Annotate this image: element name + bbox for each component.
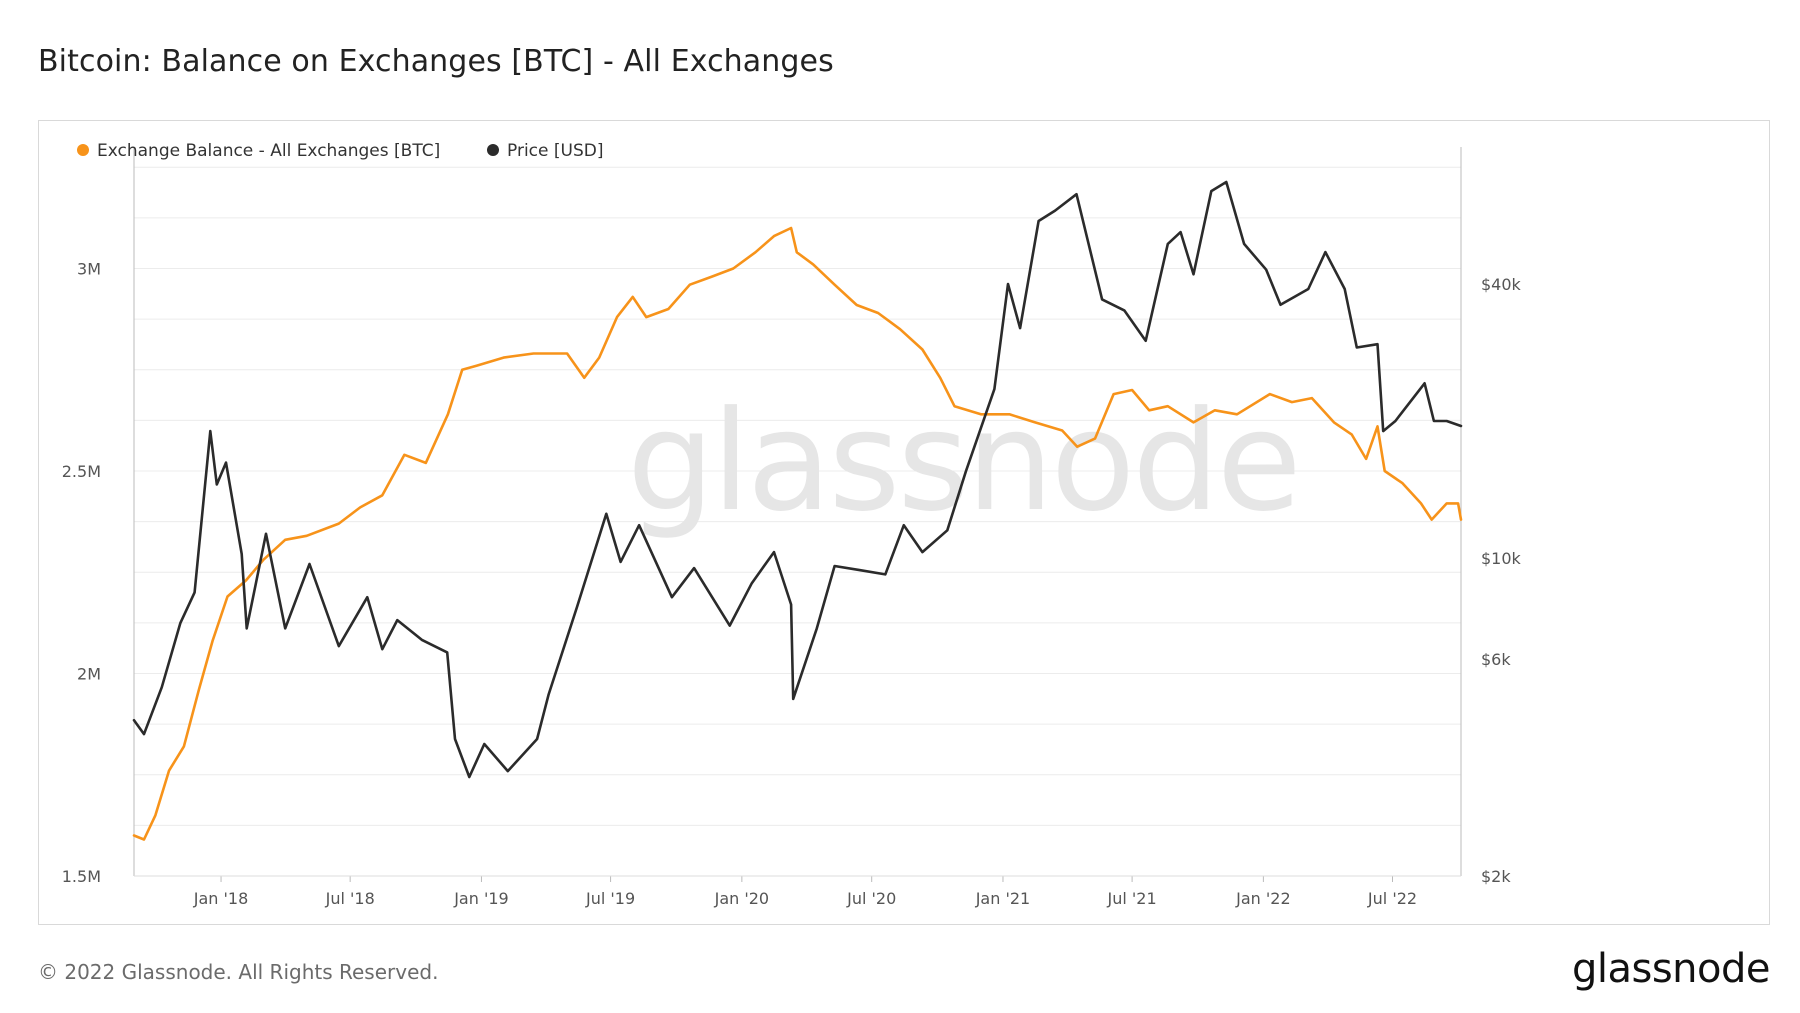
legend-label: Exchange Balance - All Exchanges [BTC] [97, 141, 440, 161]
y-right-tick-label: $10k [1481, 549, 1522, 568]
legend-marker [77, 144, 89, 156]
glassnode-logo[interactable]: glassnode [1571, 946, 1771, 992]
legend: Exchange Balance - All Exchanges [BTC] Pr… [77, 141, 603, 161]
legend-label: Price [USD] [507, 141, 603, 161]
x-tick-label: Jul '19 [585, 889, 635, 908]
y-left-tick-label: 3M [77, 260, 101, 279]
page-title: Bitcoin: Balance on Exchanges [BTC] - Al… [38, 44, 834, 79]
x-tick-label: Jul '21 [1107, 889, 1157, 908]
price-line [132, 180, 1463, 779]
x-tick-label: Jan '18 [193, 889, 249, 908]
x-tick-label: Jan '22 [1235, 889, 1291, 908]
x-tick-label: Jan '21 [975, 889, 1031, 908]
y-right-tick-label: $40k [1481, 275, 1522, 294]
axes: 1.5M 2M 2.5M 3M $2k $6k $10k $40k Jan '18 Jul '18… [62, 147, 1522, 908]
x-tick-label: Jul '22 [1367, 889, 1417, 908]
chart-container: glassnode 1.5M 2M 2.5M 3M $2k $6k $10k $40k Jan … [38, 120, 1770, 925]
x-tick-label: Jan '20 [714, 889, 770, 908]
legend-marker [487, 144, 499, 156]
y-left-tick-label: 2.5M [62, 462, 101, 481]
line-chart: glassnode 1.5M 2M 2.5M 3M $2k $6k $10k $40k Jan … [62, 141, 1522, 908]
series-lines [132, 180, 1463, 841]
watermark-text: glassnode [627, 381, 1299, 542]
y-right-tick-label: $2k [1481, 867, 1511, 886]
exchange-balance-line [132, 226, 1463, 841]
y-left-tick-label: 1.5M [62, 867, 101, 886]
x-tick-label: Jul '18 [325, 889, 375, 908]
x-tick-label: Jul '20 [846, 889, 896, 908]
grid-lines [134, 166, 1461, 877]
copyright-text: © 2022 Glassnode. All Rights Reserved. [38, 960, 439, 984]
x-tick-label: Jan '19 [453, 889, 509, 908]
y-right-tick-label: $6k [1481, 650, 1511, 669]
y-left-tick-label: 2M [77, 665, 101, 684]
